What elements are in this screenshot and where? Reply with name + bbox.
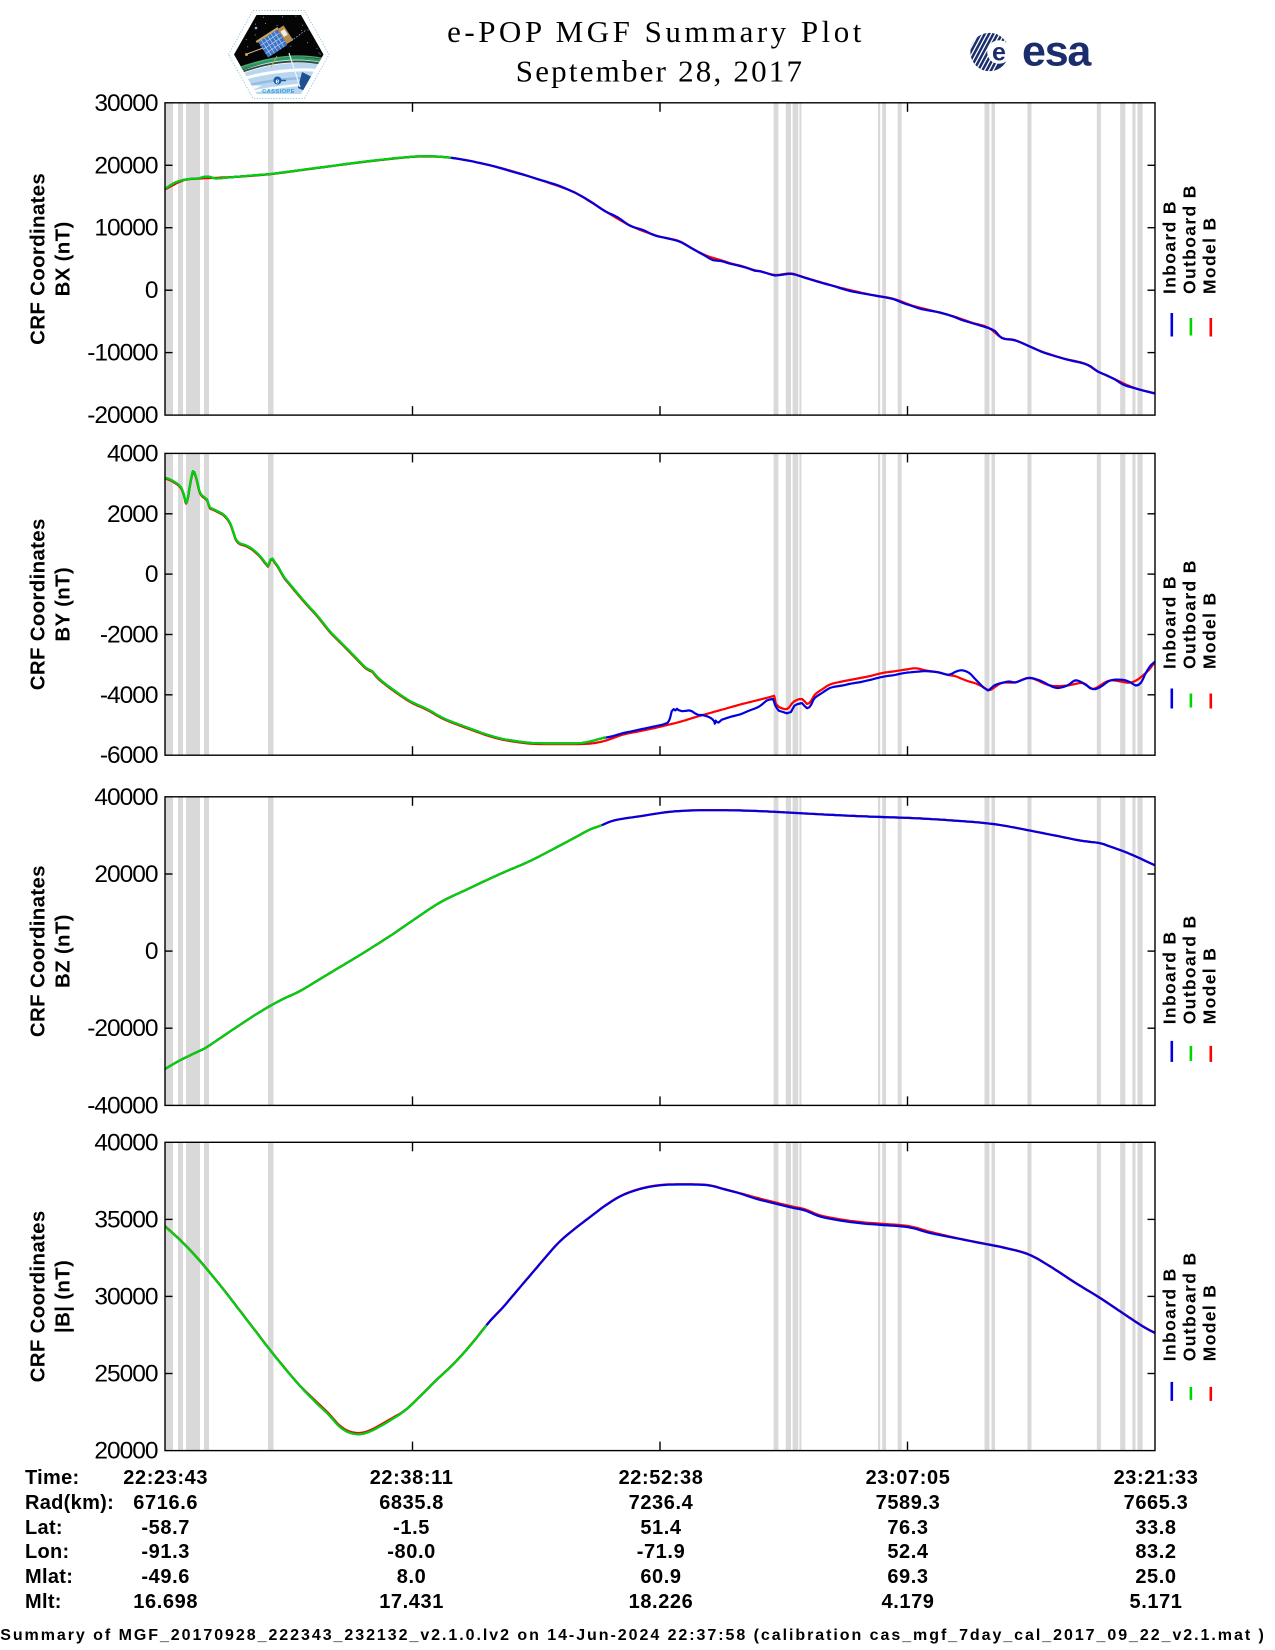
svg-text:0: 0: [145, 938, 158, 965]
svg-text:-91.3: -91.3: [141, 1541, 190, 1563]
svg-text:17.431: 17.431: [379, 1591, 444, 1613]
svg-text:2000: 2000: [107, 501, 158, 528]
svg-text:6835.8: 6835.8: [379, 1492, 444, 1514]
svg-text:September 28, 2017: September 28, 2017: [516, 54, 804, 89]
svg-text:51.4: 51.4: [640, 1517, 682, 1539]
svg-text:Model B: Model B: [1199, 216, 1219, 294]
svg-text:23:07:05: 23:07:05: [866, 1467, 951, 1489]
svg-text:Outboard B: Outboard B: [1180, 184, 1200, 294]
svg-text:Rad(km):: Rad(km):: [25, 1492, 114, 1514]
svg-text:-80.0: -80.0: [387, 1541, 436, 1563]
svg-text:BX (nT): BX (nT): [52, 221, 75, 296]
svg-text:-6000: -6000: [100, 742, 158, 769]
svg-text:35000: 35000: [94, 1206, 158, 1233]
svg-text:Mlat:: Mlat:: [25, 1566, 73, 1588]
svg-text:e-POP MGF Summary Plot: e-POP MGF Summary Plot: [447, 14, 865, 49]
svg-text:83.2: 83.2: [1135, 1541, 1176, 1563]
svg-text:5.171: 5.171: [1129, 1591, 1182, 1613]
svg-text:-20000: -20000: [87, 402, 158, 429]
svg-text:20000: 20000: [94, 152, 158, 179]
svg-text:20000: 20000: [94, 861, 158, 888]
svg-text:Outboard B: Outboard B: [1180, 559, 1200, 669]
svg-text:7236.4: 7236.4: [629, 1492, 694, 1514]
svg-text:4000: 4000: [107, 440, 158, 467]
svg-text:16.698: 16.698: [133, 1591, 198, 1613]
svg-text:Inboard B: Inboard B: [1160, 930, 1180, 1024]
svg-text:esa: esa: [1022, 28, 1092, 76]
svg-text:22:38:11: 22:38:11: [370, 1467, 454, 1489]
svg-text:CRF Coordinates: CRF Coordinates: [27, 173, 50, 345]
svg-text:-1.5: -1.5: [393, 1517, 430, 1539]
svg-text:30000: 30000: [94, 1283, 158, 1310]
svg-text:30000: 30000: [94, 90, 158, 117]
svg-text:7665.3: 7665.3: [1124, 1492, 1189, 1514]
svg-text:e: e: [276, 78, 280, 85]
svg-text:40000: 40000: [94, 1129, 158, 1156]
svg-text:40000: 40000: [94, 784, 158, 811]
svg-text:Outboard B: Outboard B: [1180, 915, 1200, 1025]
svg-text:76.3: 76.3: [887, 1517, 928, 1539]
svg-text:60.9: 60.9: [640, 1566, 681, 1588]
svg-text:-10000: -10000: [87, 340, 158, 367]
svg-text:BY (nT): BY (nT): [52, 567, 75, 642]
svg-text:-49.6: -49.6: [141, 1566, 190, 1588]
svg-text:Model B: Model B: [1199, 591, 1219, 669]
svg-text:22:52:38: 22:52:38: [619, 1467, 704, 1489]
svg-text:Lat:: Lat:: [25, 1517, 63, 1539]
svg-text:e: e: [992, 39, 1006, 67]
svg-text:CRF Coordinates: CRF Coordinates: [27, 865, 50, 1037]
svg-text:|B| (nT): |B| (nT): [52, 1260, 75, 1333]
svg-text:8.0: 8.0: [397, 1566, 427, 1588]
svg-text:-58.7: -58.7: [141, 1517, 190, 1539]
svg-text:Summary of MGF_20170928_222343: Summary of MGF_20170928_222343_232132_v2…: [0, 1627, 1266, 1644]
svg-text:33.8: 33.8: [1135, 1517, 1176, 1539]
svg-text:22:23:43: 22:23:43: [123, 1467, 208, 1489]
svg-text:BZ (nT): BZ (nT): [52, 914, 75, 988]
svg-text:Lon:: Lon:: [25, 1541, 70, 1563]
svg-text:0: 0: [145, 277, 158, 304]
svg-text:CRF Coordinates: CRF Coordinates: [27, 518, 50, 690]
svg-text:25000: 25000: [94, 1361, 158, 1388]
svg-text:Model B: Model B: [1199, 1284, 1219, 1362]
svg-text:Outboard B: Outboard B: [1180, 1251, 1200, 1361]
svg-text:Inboard B: Inboard B: [1160, 200, 1180, 294]
svg-text:Time:: Time:: [25, 1467, 79, 1489]
svg-text:6716.6: 6716.6: [133, 1492, 198, 1514]
svg-text:52.4: 52.4: [887, 1541, 929, 1563]
svg-text:10000: 10000: [94, 215, 158, 242]
svg-text:-20000: -20000: [87, 1015, 158, 1042]
svg-text:Inboard B: Inboard B: [1160, 575, 1180, 669]
svg-text:-71.9: -71.9: [637, 1541, 686, 1563]
svg-text:Model B: Model B: [1199, 947, 1219, 1025]
svg-text:69.3: 69.3: [887, 1566, 928, 1588]
svg-text:-4000: -4000: [100, 682, 158, 709]
svg-text:-40000: -40000: [87, 1092, 158, 1119]
svg-text:0: 0: [145, 561, 158, 588]
svg-text:4.179: 4.179: [881, 1591, 934, 1613]
svg-text:CASSIOPE: CASSIOPE: [262, 89, 295, 95]
svg-text:7589.3: 7589.3: [876, 1492, 941, 1514]
svg-text:Mlt:: Mlt:: [25, 1591, 62, 1613]
svg-text:18.226: 18.226: [629, 1591, 694, 1613]
svg-text:20000: 20000: [94, 1438, 158, 1465]
svg-text:Inboard B: Inboard B: [1160, 1267, 1180, 1361]
svg-text:CRF Coordinates: CRF Coordinates: [27, 1210, 50, 1382]
svg-text:23:21:33: 23:21:33: [1114, 1467, 1199, 1489]
svg-text:-2000: -2000: [100, 622, 158, 649]
svg-text:25.0: 25.0: [1135, 1566, 1176, 1588]
